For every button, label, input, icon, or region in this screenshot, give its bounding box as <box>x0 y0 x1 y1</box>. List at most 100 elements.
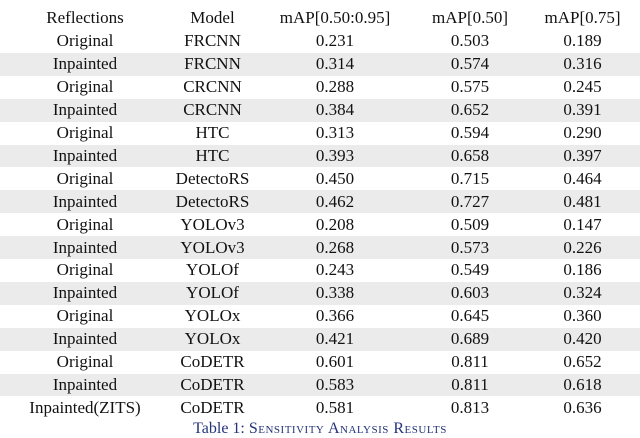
cell: 0.481 <box>563 191 602 211</box>
cell: 0.652 <box>450 100 490 120</box>
cell: 0.573 <box>450 237 490 257</box>
cell: Inpainted <box>52 237 118 257</box>
cell: CRCNN <box>183 100 242 120</box>
table-row: Inpainted HTC 0.393 0.658 0.397 <box>0 144 640 168</box>
cell: 0.421 <box>315 329 355 349</box>
table-row: Inpainted FRCNN 0.314 0.574 0.316 <box>0 52 640 76</box>
table-row: Inpainted(ZITS) CoDETR 0.581 0.813 0.636 <box>0 396 640 419</box>
cell: Inpainted <box>52 100 118 120</box>
cell: 0.509 <box>450 214 490 234</box>
cell: 0.645 <box>450 306 490 326</box>
cell: Original <box>56 214 114 234</box>
cell: 0.288 <box>315 77 355 97</box>
cell: CoDETR <box>180 397 245 417</box>
cell: YOLOx <box>184 306 241 326</box>
cell: 0.594 <box>450 123 490 143</box>
table-row: Original YOLOx 0.366 0.645 0.360 <box>0 305 640 328</box>
cell: 0.689 <box>450 329 490 349</box>
cell: YOLOf <box>186 283 239 303</box>
cell: Inpainted <box>52 283 118 303</box>
cell: 0.314 <box>315 54 355 74</box>
cell: 0.189 <box>563 31 602 51</box>
cell: 0.549 <box>450 260 490 280</box>
cell: 0.360 <box>563 306 602 326</box>
cell: YOLOf <box>186 260 239 280</box>
table-row: Inpainted YOLOf 0.338 0.603 0.324 <box>0 281 640 305</box>
cell: 0.393 <box>315 145 355 165</box>
cell: CoDETR <box>180 374 245 394</box>
cell: Original <box>56 77 114 97</box>
cell: 0.397 <box>563 145 602 165</box>
header-cell: mAP[0.50:0.95] <box>279 8 391 27</box>
cell: Original <box>56 168 114 188</box>
table-row: Original DetectoRS 0.450 0.715 0.464 <box>0 167 640 190</box>
cell: 0.658 <box>450 145 490 165</box>
cell: 0.324 <box>563 283 602 303</box>
header-cell: Model <box>190 8 235 27</box>
cell: DetectoRS <box>175 168 250 188</box>
table-row: Inpainted YOLOx 0.421 0.689 0.420 <box>0 327 640 351</box>
cell: 0.243 <box>315 260 355 280</box>
cell: CRCNN <box>183 77 242 97</box>
cell: 0.147 <box>563 214 602 234</box>
cell: Inpainted(ZITS) <box>29 397 141 417</box>
table-row: Inpainted CRCNN 0.384 0.652 0.391 <box>0 98 640 122</box>
cell: 0.338 <box>315 283 355 303</box>
caption: Table 1: Sensitivity Analysis Results <box>0 420 640 438</box>
table-row: Original YOLOv3 0.208 0.509 0.147 <box>0 213 640 236</box>
cell: 0.603 <box>450 283 490 303</box>
cell: YOLOx <box>184 329 241 349</box>
table-row: Original YOLOf 0.243 0.549 0.186 <box>0 259 640 282</box>
table-row: Inpainted DetectoRS 0.462 0.727 0.481 <box>0 190 640 214</box>
cell: 0.618 <box>563 374 602 394</box>
cell: FRCNN <box>184 54 241 74</box>
table-row: Original HTC 0.313 0.594 0.290 <box>0 122 640 145</box>
table-row: Original CRCNN 0.288 0.575 0.245 <box>0 76 640 99</box>
cell: 0.245 <box>563 77 602 97</box>
cell: 0.316 <box>563 54 602 74</box>
cell: 0.391 <box>563 100 602 120</box>
cell: 0.366 <box>315 306 355 326</box>
cell: Inpainted <box>52 374 118 394</box>
cell: 0.268 <box>315 237 355 257</box>
cell: YOLOv3 <box>180 214 245 234</box>
cell: 0.811 <box>451 374 489 394</box>
cell: 0.601 <box>315 352 355 372</box>
header-row: Reflections Model mAP[0.50:0.95] mAP[0.50] m… <box>0 6 640 30</box>
header-cell: Reflections <box>46 8 124 27</box>
cell: Inpainted <box>52 145 118 165</box>
table-row: Original CoDETR 0.601 0.811 0.652 <box>0 351 640 374</box>
cell: 0.226 <box>563 237 602 257</box>
table-row: Inpainted CoDETR 0.583 0.811 0.618 <box>0 373 640 397</box>
cell: Original <box>56 260 114 280</box>
cell: 0.575 <box>450 77 490 97</box>
cell: HTC <box>195 123 230 143</box>
cell: 0.290 <box>563 123 602 143</box>
cell: Original <box>56 352 114 372</box>
cell: YOLOv3 <box>180 237 245 257</box>
cell: 0.581 <box>315 397 355 417</box>
cell: 0.464 <box>563 168 602 188</box>
cell: 0.583 <box>315 374 355 394</box>
cell: 0.636 <box>563 397 602 417</box>
cell: DetectoRS <box>175 191 250 211</box>
cell: 0.811 <box>451 352 489 372</box>
cell: Original <box>56 123 114 143</box>
cell: Inpainted <box>52 329 118 349</box>
cell: 0.813 <box>450 397 490 417</box>
cell: Inpainted <box>52 191 118 211</box>
cell: 0.462 <box>315 191 355 211</box>
cell: 0.208 <box>315 214 355 234</box>
cell: 0.450 <box>315 168 355 188</box>
header-cell: mAP[0.75] <box>544 8 621 27</box>
caption-text: Sensitivity Analysis Results <box>248 420 447 437</box>
cell: 0.231 <box>315 31 355 51</box>
cell: Original <box>56 306 114 326</box>
cell: Inpainted <box>52 54 118 74</box>
cell: FRCNN <box>184 31 241 51</box>
caption-label: Table 1: <box>193 420 245 437</box>
cell: 0.574 <box>450 54 490 74</box>
cell: 0.652 <box>563 352 602 372</box>
cell: 0.186 <box>563 260 602 280</box>
